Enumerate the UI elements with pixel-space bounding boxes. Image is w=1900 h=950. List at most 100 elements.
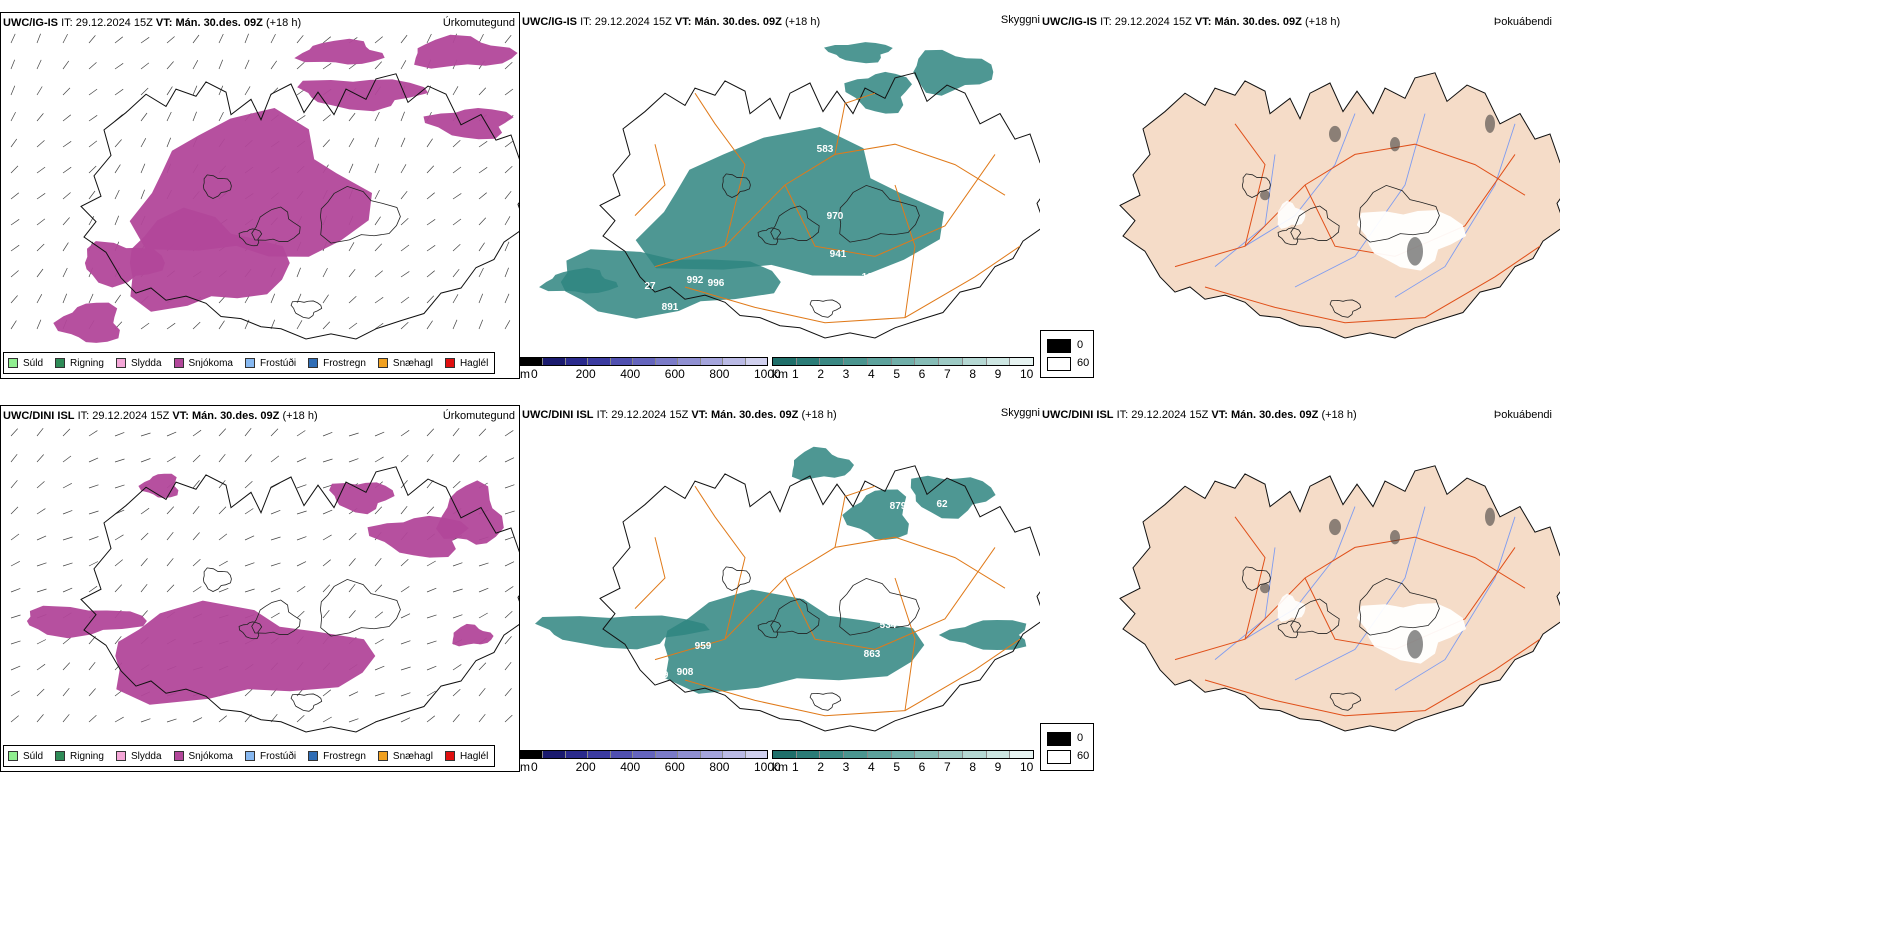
wind-barb [88, 293, 94, 304]
wind-barb [374, 111, 380, 122]
low-visibility-area [791, 446, 854, 481]
wind-barb [348, 163, 354, 174]
legend-label: Haglél [459, 357, 489, 369]
wind-barb [400, 190, 408, 200]
legend-label: Frostúði [259, 750, 297, 762]
wind-barb [504, 34, 512, 44]
precip-legend: Súld Rigning Slydda Snjókoma Frostúði Frostre… [3, 352, 496, 374]
wind-barb [218, 85, 224, 96]
wind-barb [244, 588, 255, 593]
snow-area [115, 600, 376, 705]
wind-barb [218, 111, 224, 122]
wind-barb [140, 507, 150, 515]
wind-barb [10, 244, 20, 252]
scale-tick-label: 400 [620, 367, 641, 379]
wind-barb [478, 687, 486, 697]
low-visibility-area [539, 267, 619, 294]
scale-swatch [723, 358, 746, 365]
road [894, 184, 916, 318]
wind-barb [400, 692, 411, 697]
scale-swatch [962, 751, 987, 758]
wind-barb [322, 458, 333, 463]
wind-barb [192, 505, 200, 515]
wind-barb [10, 270, 19, 278]
glacier-outline [721, 173, 751, 199]
wind-barb [218, 428, 227, 437]
iceland-group [1119, 465, 1560, 732]
snow-area [129, 207, 290, 312]
wind-barb [62, 637, 71, 645]
low-visibility-area [535, 615, 710, 650]
wind-barb [88, 661, 96, 671]
wind-barb [504, 241, 510, 252]
wind-barb [322, 484, 333, 489]
wind-barb [166, 61, 174, 70]
scale-swatch [588, 358, 611, 365]
legend-item: Slydda [115, 358, 162, 369]
river [1394, 516, 1516, 691]
legend-label: Snjókoma [188, 357, 233, 369]
scale-tick-label: 800 [709, 367, 730, 379]
panel-title: Skyggni [1000, 407, 1040, 419]
wind-barb [504, 216, 511, 226]
low-visibility-area [664, 589, 925, 694]
precip-map [10, 33, 519, 343]
wind-barb [10, 715, 19, 723]
wind-barb [62, 114, 72, 122]
glacier-outline [319, 185, 401, 244]
panel-header: UWC/DINI ISL IT: 29.12.2024 15Z VT: Mán.… [522, 409, 837, 421]
scale-bar [520, 357, 768, 366]
precip-legend: Súld Rigning Slydda Snjókoma Frostúði Frostre… [3, 745, 496, 767]
wind-barb [400, 454, 409, 463]
legend-swatch [308, 358, 319, 368]
wind-barb [504, 610, 513, 619]
wind-barb [192, 559, 201, 567]
wind-barb [400, 164, 407, 174]
scale-tick-label: 7 [944, 367, 951, 379]
legend-label: Súld [23, 357, 44, 369]
wind-barb [10, 588, 21, 593]
wind-barb [400, 271, 410, 278]
wind-barb [374, 61, 382, 70]
visibility-value-label: 863 [864, 649, 881, 660]
wind-barb [88, 62, 97, 70]
wind-barb [218, 587, 229, 593]
wind-barb [374, 557, 382, 567]
glacier-outline [319, 578, 401, 637]
wind-barb [62, 714, 70, 723]
wind-barb [36, 33, 41, 44]
snow-area [26, 605, 147, 639]
wind-barb [166, 456, 176, 463]
snow-area [423, 108, 514, 140]
wind-barb [192, 532, 200, 541]
wind-barb [218, 533, 228, 541]
panel-header: UWC/IG-IS IT: 29.12.2024 15Z VT: Mán. 30… [1042, 16, 1341, 28]
road [1204, 638, 1541, 717]
wind-barb [400, 244, 410, 252]
scale-swatch [610, 751, 634, 758]
visibility-value-label: 879 [890, 501, 907, 512]
glacier-outline [838, 184, 920, 243]
wind-barb [348, 432, 359, 437]
legend-swatch [244, 358, 255, 368]
wind-barb [62, 587, 73, 593]
wind-barb [114, 164, 121, 174]
scale-swatch [565, 358, 589, 365]
iceland-coastline [599, 72, 1040, 339]
wind-barb [270, 455, 280, 463]
scale-swatch [867, 751, 892, 758]
wind-barb [374, 638, 384, 645]
wind-barb [114, 189, 120, 200]
scale-tick-label: 4 [868, 367, 875, 379]
wind-barb [478, 33, 484, 44]
scale-unit: km [772, 367, 788, 379]
fog-legend-swatch [1047, 357, 1071, 371]
scale-tick-label: 8 [969, 760, 977, 772]
wind-barb [192, 429, 202, 437]
scale-swatch [1010, 751, 1034, 758]
wind-barb [114, 636, 122, 645]
iceland-group [599, 72, 1040, 339]
legend-item: Rigning [55, 358, 104, 369]
visibility-value-label: 970 [827, 211, 844, 222]
wind-barb [478, 587, 489, 593]
